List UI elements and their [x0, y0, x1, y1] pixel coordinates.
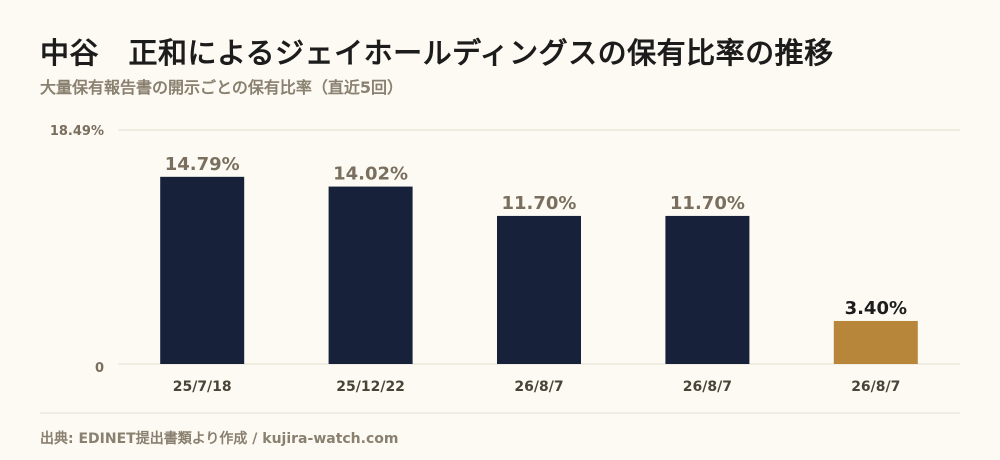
- y-tick-label-max: 18.49%: [50, 124, 104, 139]
- chart-subtitle: 大量保有報告書の開示ごとの保有比率（直近5回）: [40, 78, 403, 97]
- bar-value-label-4: 11.70%: [670, 193, 745, 214]
- x-tick-label-4: 26/8/7: [683, 379, 732, 395]
- bar-value-label-5: 3.40%: [845, 298, 907, 319]
- bar-1: [160, 176, 245, 364]
- bar-value-label-2: 14.02%: [333, 164, 408, 185]
- bar-5: [833, 320, 918, 364]
- bar-value-label-3: 11.70%: [502, 193, 577, 214]
- chart-title: 中谷 正和によるジェイホールディングスの保有比率の推移: [40, 36, 834, 70]
- bar-3: [497, 215, 581, 364]
- source-note: 出典: EDINET提出書類より作成 / kujira-watch.com: [40, 431, 399, 447]
- bar-value-label-1: 14.79%: [165, 154, 240, 175]
- bar-4: [665, 215, 750, 364]
- x-tick-label-5: 26/8/7: [851, 379, 900, 395]
- y-tick-label-zero: 0: [95, 361, 104, 376]
- x-tick-label-1: 25/7/18: [173, 379, 232, 395]
- x-tick-label-3: 26/8/7: [514, 379, 563, 395]
- x-tick-label-2: 25/12/22: [336, 379, 405, 395]
- bar-2: [328, 186, 413, 364]
